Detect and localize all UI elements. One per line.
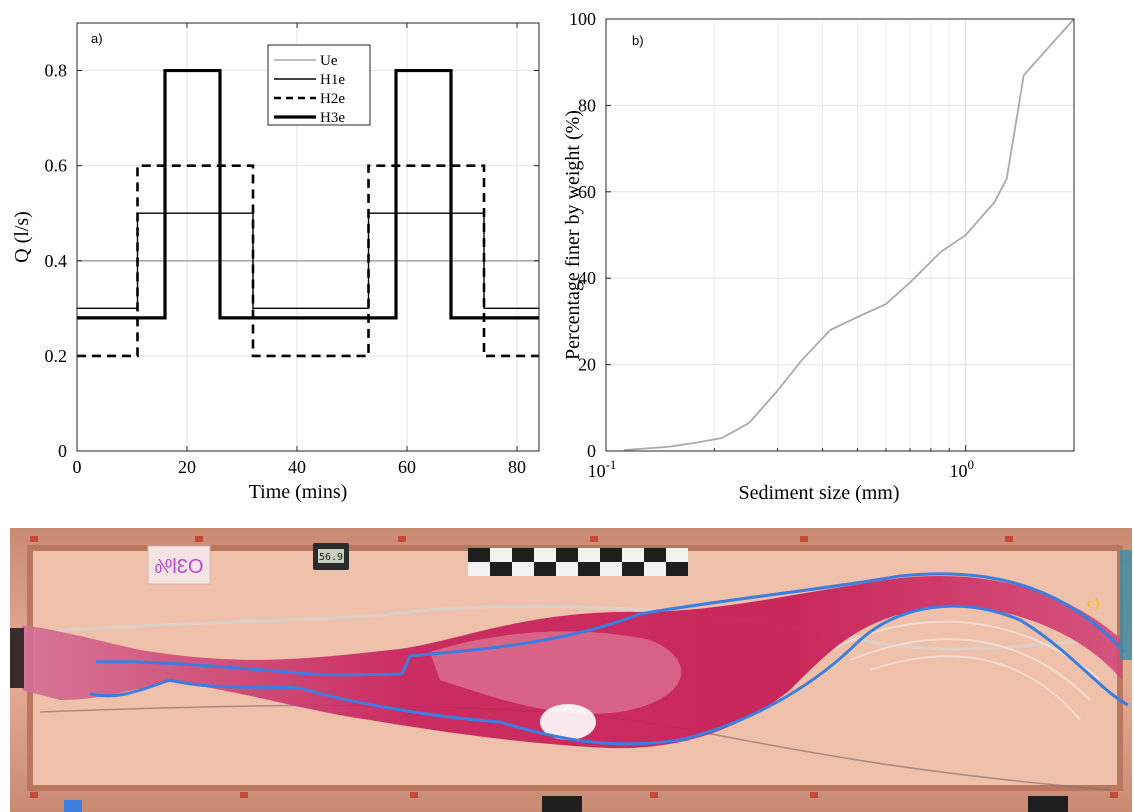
a-legend-label: H2e xyxy=(320,91,345,107)
scale-bar-cell xyxy=(556,548,578,562)
scale-bar-cell xyxy=(490,562,512,576)
scale-bar-cell xyxy=(468,548,490,562)
b-ytick-label: 0 xyxy=(587,441,596,461)
a-legend-label: H1e xyxy=(320,72,345,88)
run-sign-text: O3l% xyxy=(154,556,203,578)
a-ytick-label: 0.2 xyxy=(45,346,68,366)
scale-bar-cell xyxy=(512,548,534,562)
clamp-right xyxy=(1028,796,1068,812)
scale-bar-cell xyxy=(578,562,600,576)
a-xtick-label: 0 xyxy=(73,457,82,477)
wetted-boundary-upper xyxy=(95,572,1126,677)
panel-c-photo: O3l% 56.9 c) xyxy=(10,528,1132,812)
clamp-mark xyxy=(64,800,82,812)
panel-a-lines xyxy=(77,68,539,358)
a-xtick-label: 40 xyxy=(288,457,306,477)
bed-texture xyxy=(39,604,1116,651)
white-deposit xyxy=(540,704,596,740)
b-ytick-label: 100 xyxy=(569,9,596,29)
scale-bar-cell xyxy=(490,548,512,562)
scale-bar-cell xyxy=(534,548,556,562)
panel-b-xlabel: Sediment size (mm) xyxy=(738,482,899,504)
a-legend-label: H3e xyxy=(320,110,345,126)
inlet-pipe xyxy=(10,628,24,688)
frame-bolts xyxy=(30,536,1118,798)
scale-bar-cell xyxy=(622,562,644,576)
a-series-H2e xyxy=(77,164,539,358)
panel-b-lines xyxy=(623,19,1074,451)
panel-b-letter: b) xyxy=(632,33,644,48)
a-xtick-label: 20 xyxy=(178,457,196,477)
a-xtick-label: 80 xyxy=(508,457,526,477)
b-xtick-base: 10 xyxy=(949,461,967,481)
b-ytick-label: 40 xyxy=(578,268,596,288)
scale-bar-cell xyxy=(600,562,622,576)
a-ytick-label: 0.8 xyxy=(45,61,68,81)
a-xtick-label: 60 xyxy=(398,457,416,477)
a-series-H3e xyxy=(77,68,539,320)
panel-b-ylabel: Percentage finer by weight (%) xyxy=(562,110,584,360)
b-ytick-label: 20 xyxy=(578,355,596,375)
b-xtick-label: 100 xyxy=(949,457,974,481)
scale-bar-cell xyxy=(534,562,556,576)
scale-bar-cell xyxy=(556,562,578,576)
scale-bar-cell xyxy=(512,562,534,576)
a-legend-label: Ue xyxy=(320,53,338,69)
b-ytick-label: 80 xyxy=(578,95,596,115)
panel-a-xlabel: Time (mins) xyxy=(249,481,348,503)
scale-bar-cell xyxy=(666,562,688,576)
a-ytick-label: 0.6 xyxy=(45,156,68,176)
panel-b-axes-box xyxy=(605,18,1075,452)
b-xtick-exponent: -1 xyxy=(606,457,617,472)
scale-bar-cell xyxy=(622,548,644,562)
panel-a-chart: 0 20 40 60 80 0 0.2 0.4 0.6 0.8 a) Time (mins) Q … xyxy=(11,22,540,503)
panel-a-letter: a) xyxy=(91,31,103,46)
panel-c-letter: c) xyxy=(1087,595,1099,612)
b-ytick-label: 60 xyxy=(578,182,596,202)
digital-display-text: 56.9 xyxy=(319,552,343,563)
scale-bar-cell xyxy=(666,548,688,562)
panel-a-ticks: 0 20 40 60 80 0 0.2 0.4 0.6 0.8 xyxy=(45,23,539,477)
scale-bar-cell xyxy=(644,548,666,562)
run-sign xyxy=(147,545,211,585)
scale-bar-cell xyxy=(600,548,622,562)
dye-flow xyxy=(22,575,1122,749)
scale-bar-cell xyxy=(468,562,490,576)
scale-bar-cell xyxy=(644,562,666,576)
scale-bar xyxy=(468,548,688,576)
scale-bar-cell xyxy=(578,548,600,562)
b-xtick-label: 10-1 xyxy=(588,457,617,481)
outlet-fitting xyxy=(1120,550,1132,660)
clamp-left xyxy=(542,796,582,812)
panel-a-legend: Ue H1e H2e H3e xyxy=(267,44,371,126)
b-series-grading-curve xyxy=(623,19,1074,451)
a-ytick-label: 0.4 xyxy=(45,251,68,271)
a-ytick-label: 0 xyxy=(58,441,67,461)
panel-a-axes-box xyxy=(76,22,540,452)
b-xtick-exponent: 0 xyxy=(967,457,974,472)
wetted-boundary-lower xyxy=(89,604,1129,746)
b-xtick-base: 10 xyxy=(588,461,606,481)
panel-a-ylabel: Q (l/s) xyxy=(11,211,33,263)
